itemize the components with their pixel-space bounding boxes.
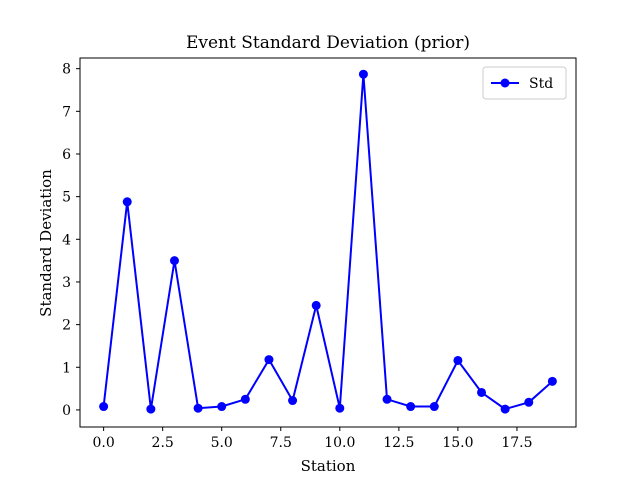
x-axis-label: Station xyxy=(301,457,356,475)
y-tick-label: 0 xyxy=(62,403,71,419)
x-tick-label: 12.5 xyxy=(383,435,414,451)
plot-frame xyxy=(79,57,577,428)
data-point xyxy=(122,197,132,207)
data-point xyxy=(193,403,203,413)
chart-title: Event Standard Deviation (prior) xyxy=(186,33,470,53)
y-tick-label: 6 xyxy=(62,147,71,163)
x-tick-label: 7.5 xyxy=(270,435,292,451)
data-point xyxy=(547,376,557,386)
data-point xyxy=(524,397,534,407)
series-line xyxy=(102,74,554,411)
y-tick-label: 1 xyxy=(62,360,71,376)
y-tick-label: 3 xyxy=(62,275,71,291)
data-point xyxy=(335,403,345,413)
x-tick-label: 5.0 xyxy=(211,435,233,451)
x-tick-label: 0.0 xyxy=(92,435,114,451)
data-point xyxy=(429,402,439,412)
data-point xyxy=(477,387,487,397)
data-point xyxy=(311,300,321,310)
y-tick-label: 5 xyxy=(62,190,71,206)
data-point xyxy=(500,404,510,414)
data-point xyxy=(217,402,227,412)
data-point xyxy=(406,402,416,412)
x-tick-label: 15.0 xyxy=(442,435,473,451)
data-point xyxy=(358,69,368,79)
data-point xyxy=(240,394,250,404)
y-tick-label: 2 xyxy=(62,318,71,334)
x-tick-label: 2.5 xyxy=(152,435,174,451)
legend-marker xyxy=(500,78,510,88)
data-point xyxy=(146,404,156,414)
data-point xyxy=(382,394,392,404)
data-point xyxy=(453,355,463,365)
x-tick-label: 17.5 xyxy=(501,435,532,451)
data-point xyxy=(169,256,179,266)
data-point xyxy=(264,355,274,365)
y-tick-label: 4 xyxy=(62,232,71,248)
x-tick-label: 10.0 xyxy=(324,435,355,451)
legend-label: Std xyxy=(529,76,553,92)
data-point xyxy=(288,396,298,406)
data-point xyxy=(99,402,109,412)
y-tick-label: 7 xyxy=(62,104,71,120)
y-axis-label: Standard Deviation xyxy=(37,169,55,317)
y-tick-label: 8 xyxy=(62,62,71,78)
legend-box xyxy=(482,66,567,100)
